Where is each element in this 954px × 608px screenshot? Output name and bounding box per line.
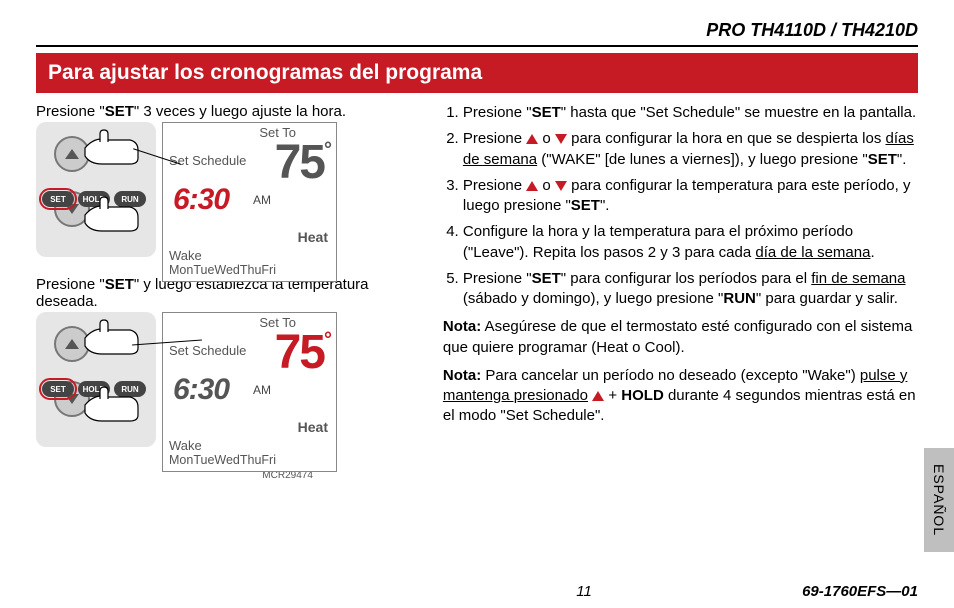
up-arrow-icon [592, 391, 604, 401]
t: o [538, 130, 555, 147]
lcd-wake: Wake [169, 438, 202, 453]
set-pill: SET [42, 191, 74, 207]
page-number: 11 [576, 583, 592, 600]
text: Presione " [36, 103, 105, 120]
t: ("WAKE" [de lunes a viernes]), y luego p… [537, 151, 868, 168]
lcd-heat: Heat [298, 229, 328, 245]
lcd-schedule: Set Schedule [169, 343, 246, 358]
lcd-ampm: AM [253, 383, 271, 397]
set-pill: SET [42, 381, 74, 397]
note-label: Nota: [443, 367, 481, 384]
t: . [870, 244, 874, 261]
lcd-days: MonTueWedThuFri [169, 263, 276, 277]
t: Para cancelar un período no deseado (exc… [481, 367, 860, 384]
deg-icon: ° [324, 329, 330, 351]
t: ". [897, 151, 907, 168]
lcd-2: Set To Set Schedule 75° 6:30 AM Heat Wak… [162, 312, 337, 472]
lcd-temp: 75° [275, 135, 330, 190]
t: Presione [463, 177, 526, 194]
step-4: Configure la hora y la temperatura para … [463, 222, 918, 263]
lcd-time: 6:30 [173, 183, 229, 217]
hand-icon [80, 318, 140, 358]
t: ". [600, 197, 610, 214]
button-panel-1: SET HOLD RUN [36, 122, 156, 257]
lcd-time: 6:30 [173, 373, 229, 407]
step-list: Presione "SET" hasta que "Set Schedule" … [443, 103, 918, 309]
note-label: Nota: [443, 318, 481, 335]
text: " 3 veces y luego ajuste la hora. [134, 103, 346, 120]
hand-icon [80, 385, 140, 425]
page-footer: 11 69-1760EFS—01 [0, 583, 954, 600]
panel-1: SET HOLD RUN Set To Set Schedule 75° [36, 122, 433, 282]
step-3: Presione o para configurar la temperatur… [463, 176, 918, 217]
t: o [538, 177, 555, 194]
t: " para configurar los períodos para el [561, 270, 811, 287]
note-2: Nota: Para cancelar un período no desead… [443, 366, 918, 427]
up-arrow-icon [65, 339, 79, 349]
run-kw: RUN [723, 290, 756, 307]
lcd-ampm: AM [253, 193, 271, 207]
model-header: PRO TH4110D / TH4210D [36, 20, 918, 47]
deg-icon: ° [324, 139, 330, 161]
down-arrow-icon [555, 134, 567, 144]
lcd-days: MonTueWedThuFri [169, 453, 276, 467]
t: Presione " [463, 270, 532, 287]
up-arrow-icon [526, 134, 538, 144]
t: " hasta que "Set Schedule" se muestre en… [561, 104, 916, 121]
note-1: Nota: Asegúrese de que el termostato est… [443, 317, 918, 358]
lcd-heat: Heat [298, 419, 328, 435]
u: día de la semana [755, 244, 870, 261]
t: Presione " [463, 104, 532, 121]
lcd-wake: Wake [169, 248, 202, 263]
right-column: Presione "SET" hasta que "Set Schedule" … [443, 103, 918, 481]
left-instruction-1: Presione "SET" 3 veces y luego ajuste la… [36, 103, 433, 120]
page-title: Para ajustar los cronogramas del program… [36, 53, 918, 93]
hold-kw: HOLD [621, 387, 664, 404]
lcd-1: Set To Set Schedule 75° 6:30 AM Heat Wak… [162, 122, 337, 282]
t: (sábado y domingo), y luego presione " [463, 290, 723, 307]
set-kw: SET [532, 270, 561, 287]
set-kw: SET [571, 197, 600, 214]
up-arrow-icon [526, 181, 538, 191]
doc-number: 69-1760EFS—01 [802, 583, 918, 600]
step-2: Presione o para configurar la hora en qu… [463, 129, 918, 170]
set-kw: SET [105, 103, 134, 120]
u: fin de semana [811, 270, 905, 287]
t: " para guardar y salir. [756, 290, 898, 307]
step-5: Presione "SET" para configurar los perío… [463, 269, 918, 310]
lcd-schedule: Set Schedule [169, 153, 246, 168]
hand-icon [80, 128, 140, 168]
t: Presione [463, 130, 526, 147]
step-1: Presione "SET" hasta que "Set Schedule" … [463, 103, 918, 123]
temp-val: 75 [275, 136, 324, 189]
left-column: Presione "SET" 3 veces y luego ajuste la… [36, 103, 433, 481]
lcd-temp: 75° [275, 325, 330, 380]
hand-icon [80, 195, 140, 235]
set-kw: SET [868, 151, 897, 168]
t: para configurar la hora en que se despie… [567, 130, 886, 147]
t: + [604, 387, 621, 404]
set-kw: SET [532, 104, 561, 121]
button-panel-2: SET HOLD RUN [36, 312, 156, 447]
language-tab: ESPAÑOL [924, 448, 954, 552]
temp-val: 75 [275, 326, 324, 379]
up-arrow-icon [65, 149, 79, 159]
t: Asegúrese de que el termostato esté conf… [443, 318, 912, 355]
down-arrow-icon [555, 181, 567, 191]
panel-2: SET HOLD RUN Set To Set Schedule 75° [36, 312, 433, 472]
